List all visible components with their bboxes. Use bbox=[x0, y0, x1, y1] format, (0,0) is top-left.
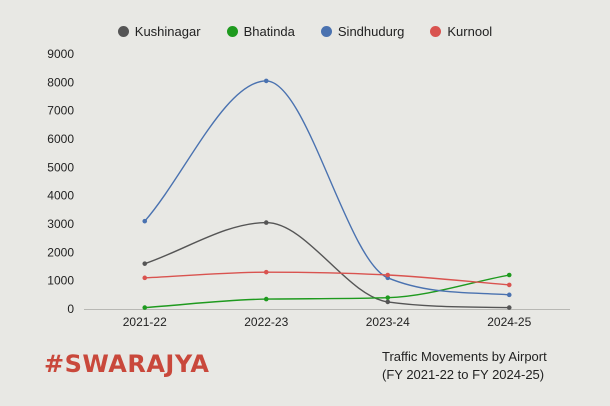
data-point-kushinagar bbox=[385, 299, 391, 305]
x-tick-label: 2021-22 bbox=[123, 315, 167, 329]
legend-label: Kushinagar bbox=[134, 24, 201, 39]
legend-label: Sindhudurg bbox=[337, 24, 405, 39]
x-tick-label: 2024-25 bbox=[487, 315, 531, 329]
y-tick-label: 8000 bbox=[47, 75, 74, 89]
data-point-kurnool bbox=[506, 282, 512, 288]
x-tick-label: 2022-23 bbox=[244, 315, 288, 329]
brand-logo: #SWARAJYA bbox=[44, 350, 210, 378]
data-point-kushinagar bbox=[142, 261, 148, 266]
y-tick-label: 6000 bbox=[47, 132, 74, 146]
data-point-bhatinda bbox=[385, 295, 391, 300]
y-tick-label: 0 bbox=[67, 302, 74, 316]
data-point-sindhudurg bbox=[263, 78, 269, 84]
legend-swatch bbox=[320, 26, 332, 37]
data-point-bhatinda bbox=[263, 296, 269, 302]
chart-title: Traffic Movements by Airport bbox=[382, 349, 547, 364]
y-tick-label: 3000 bbox=[47, 217, 74, 231]
legend-label: Bhatinda bbox=[243, 24, 295, 39]
y-tick-label: 1000 bbox=[47, 274, 74, 288]
data-point-sindhudurg bbox=[142, 218, 148, 224]
legend-swatch bbox=[226, 26, 238, 37]
y-tick-label: 9000 bbox=[47, 47, 74, 61]
legend-swatch bbox=[117, 26, 129, 37]
series-line-bhatinda bbox=[144, 274, 510, 309]
legend: Kushinagar Bhatinda Sindhudurg Kurnool bbox=[0, 24, 610, 39]
x-tick-label: 2023-24 bbox=[366, 315, 410, 329]
legend-label: Kurnool bbox=[447, 24, 493, 39]
legend-swatch bbox=[430, 26, 442, 37]
data-point-kushinagar bbox=[506, 305, 512, 310]
data-point-bhatinda bbox=[506, 272, 512, 278]
legend-item-sindhudurg: Sindhudurg bbox=[320, 24, 405, 39]
chart-caption: Traffic Movements by Airport (FY 2021-22… bbox=[382, 348, 547, 384]
y-tick-label: 5000 bbox=[47, 160, 74, 174]
data-point-kurnool bbox=[385, 272, 391, 278]
y-tick-label: 7000 bbox=[47, 104, 74, 118]
y-tick-label: 2000 bbox=[47, 245, 74, 259]
data-point-kurnool bbox=[142, 275, 148, 281]
legend-item-kurnool: Kurnool bbox=[430, 24, 492, 39]
series-line-kurnool bbox=[144, 271, 510, 286]
chart-subtitle: (FY 2021-22 to FY 2024-25) bbox=[382, 367, 545, 382]
data-point-kushinagar bbox=[263, 220, 269, 225]
legend-item-bhatinda: Bhatinda bbox=[226, 24, 295, 39]
series-line-sindhudurg bbox=[144, 80, 510, 296]
y-tick-label: 4000 bbox=[47, 189, 74, 203]
data-point-bhatinda bbox=[142, 305, 148, 310]
legend-item-kushinagar: Kushinagar bbox=[117, 24, 201, 39]
data-point-sindhudurg bbox=[506, 292, 512, 298]
series-line-kushinagar bbox=[144, 221, 510, 309]
data-point-kurnool bbox=[263, 269, 269, 275]
